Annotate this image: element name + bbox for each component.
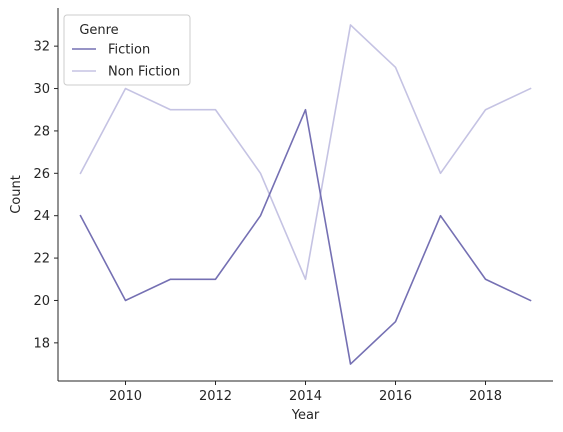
x-tick-label: 2012 — [199, 389, 232, 404]
y-tick-label: 24 — [33, 209, 50, 224]
y-tick-label: 32 — [33, 40, 50, 55]
series-line-fiction — [79, 108, 532, 365]
legend: Genre Fiction Non Fiction — [63, 14, 191, 86]
legend-title: Genre — [79, 23, 118, 38]
y-axis-label: Count — [9, 175, 24, 214]
y-tick-label: 28 — [33, 124, 50, 139]
x-tick-label: 2018 — [469, 389, 502, 404]
legend-label-fiction: Fiction — [108, 43, 150, 58]
legend-entries: Fiction Non Fiction — [72, 43, 180, 80]
x-axis-label: Year — [291, 408, 320, 423]
y-tick-label: 20 — [33, 294, 50, 309]
y-axis-ticks: 18 20 22 24 26 28 30 32 — [33, 40, 58, 351]
series-points-fiction — [80, 110, 530, 365]
x-tick-label: 2014 — [289, 389, 322, 404]
series-line-non-fiction — [79, 24, 532, 281]
x-axis-ticks: 2010 2012 2014 2016 2018 — [109, 381, 502, 404]
x-tick-label: 2016 — [379, 389, 412, 404]
legend-label-non-fiction: Non Fiction — [108, 65, 180, 80]
y-tick-label: 30 — [33, 82, 50, 97]
x-tick-label: 2010 — [109, 389, 142, 404]
legend-box — [63, 14, 191, 86]
y-tick-label: 18 — [33, 336, 50, 351]
y-tick-label: 22 — [33, 252, 50, 267]
y-tick-label: 26 — [33, 167, 50, 182]
series-layer — [79, 24, 532, 365]
